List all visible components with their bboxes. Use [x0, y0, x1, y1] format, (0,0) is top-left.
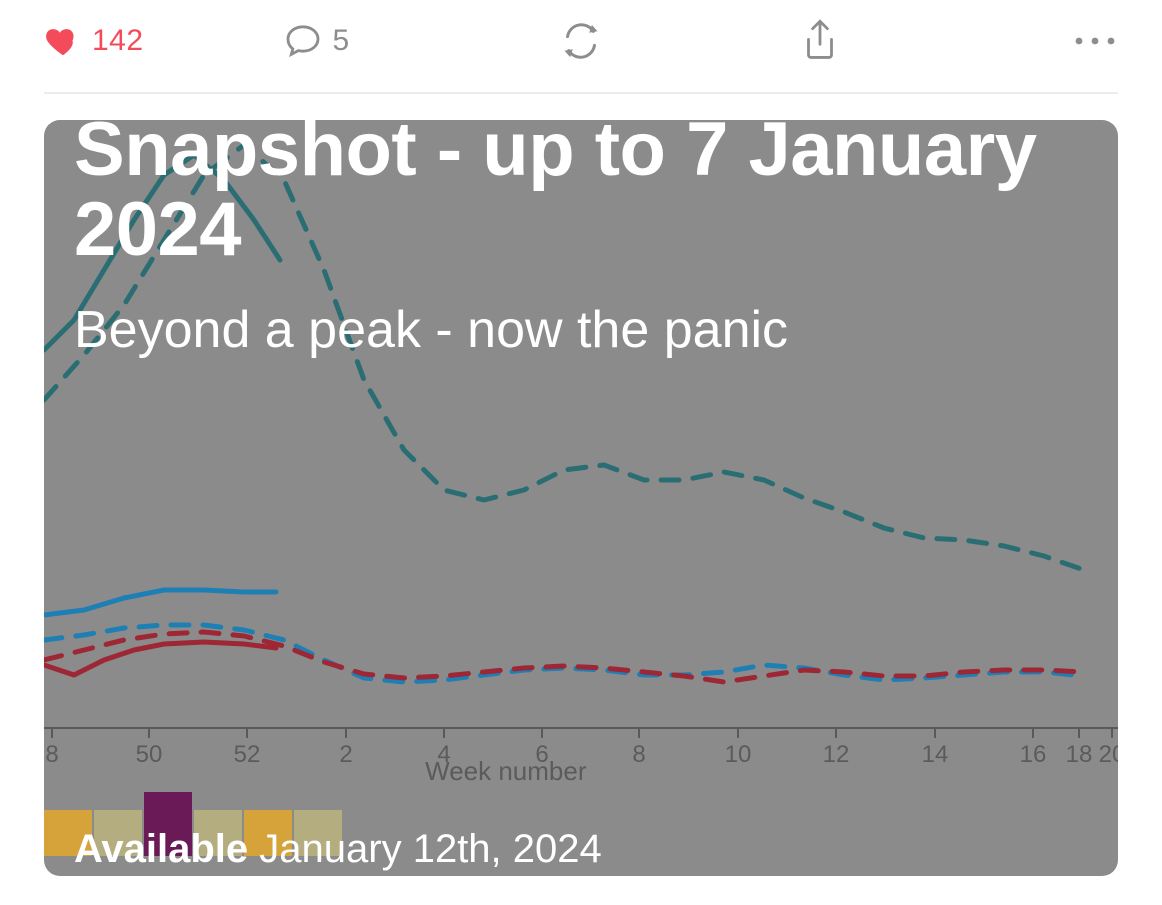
comment-count: 5: [333, 24, 350, 58]
card-overlay-text: Snapshot - up to 7 January 2024 Beyond a…: [44, 120, 1118, 876]
post-card[interactable]: 850522468101214161820Week number Snapsho…: [44, 120, 1118, 876]
comment-button[interactable]: 5: [283, 21, 403, 61]
card-title: Snapshot - up to 7 January 2024: [74, 120, 1088, 270]
speech-bubble-icon: [283, 21, 323, 61]
share-icon: [800, 18, 840, 64]
action-bar: 142 5: [44, 0, 1118, 74]
heart-icon: [44, 22, 82, 60]
page-root: 142 5 850522468101214161820: [0, 0, 1162, 905]
more-icon: [1072, 31, 1118, 51]
card-subtitle: Beyond a peak - now the panic: [74, 300, 1088, 360]
more-button[interactable]: [998, 31, 1118, 51]
like-count: 142: [92, 24, 144, 58]
card-footer-bold: Available: [74, 827, 248, 871]
card-footer-rest: January 12th, 2024: [248, 827, 602, 871]
repost-icon: [560, 20, 602, 62]
repost-button[interactable]: [521, 20, 641, 62]
like-button[interactable]: 142: [44, 22, 164, 60]
share-button[interactable]: [760, 18, 880, 64]
card-footer: Available January 12th, 2024: [74, 827, 602, 872]
divider: [44, 92, 1118, 94]
